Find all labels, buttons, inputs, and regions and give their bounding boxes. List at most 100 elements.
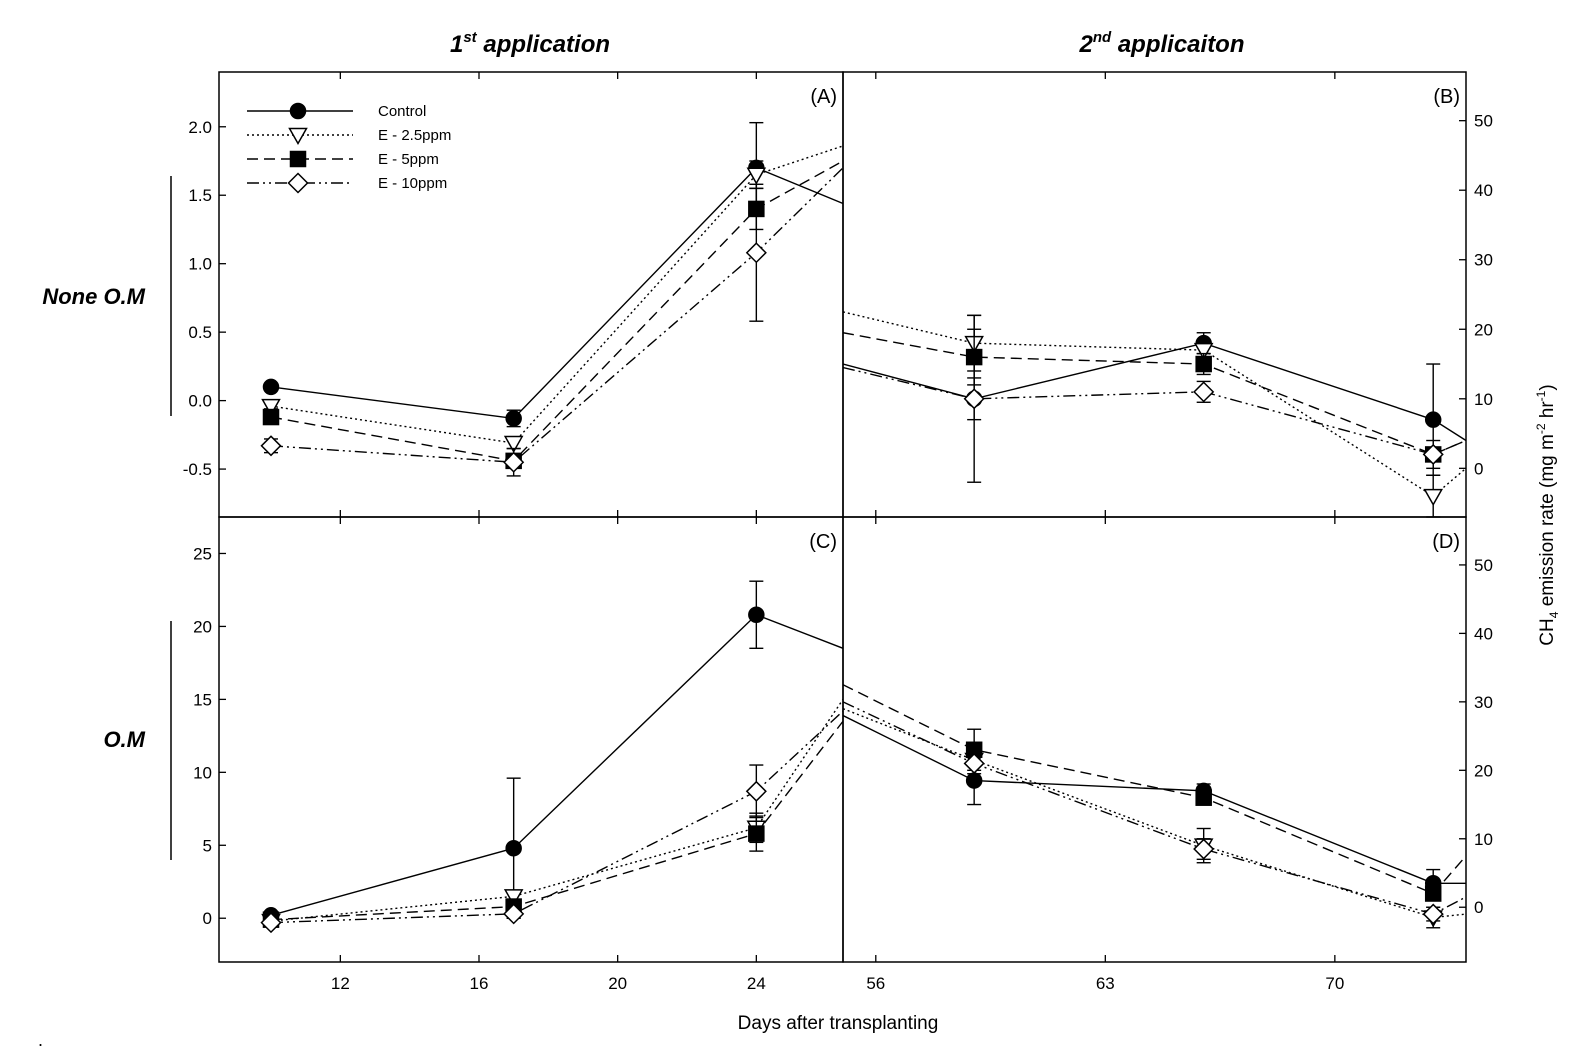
y-tick-label: 10 xyxy=(1474,830,1493,849)
stray-mark: . xyxy=(38,1030,43,1050)
data-point-e-5ppm xyxy=(262,408,280,426)
data-point-e-5ppm xyxy=(965,348,983,366)
series-line-e-10ppm xyxy=(843,366,1466,456)
legend-marker xyxy=(289,150,307,168)
series-line-e-10ppm xyxy=(843,701,1466,915)
y-tick-label: 15 xyxy=(193,690,212,709)
x-axis-title: Days after transplanting xyxy=(738,1013,939,1034)
series-line-e-2-5ppm xyxy=(270,145,843,444)
y-tick-label: 40 xyxy=(1474,624,1493,643)
data-point-e-5ppm xyxy=(748,825,765,842)
data-point-control xyxy=(505,839,522,857)
y-tick-label: 2.0 xyxy=(188,118,212,137)
data-point-e-2-5ppm xyxy=(1193,342,1214,361)
x-tick-label: 20 xyxy=(608,974,627,993)
panel-a: (A) -0.5 0.0 0.5 1.0 1.5 2.0 xyxy=(183,71,844,518)
panel-frame-d xyxy=(842,516,1467,963)
legend: Control E - 2.5ppm E - 5ppm E - 10ppm xyxy=(247,102,451,194)
x-tick-label: 63 xyxy=(1096,974,1115,993)
y-tick-label: 0.0 xyxy=(188,392,212,411)
data-point-control xyxy=(748,606,765,624)
legend-entry: E - 10ppm xyxy=(247,172,447,194)
x-tick-label: 70 xyxy=(1325,974,1344,993)
data-point-control xyxy=(1424,411,1442,428)
data-point-e-5ppm xyxy=(1195,789,1212,806)
y-tick-label: 30 xyxy=(1474,251,1493,270)
legend-entry: Control xyxy=(247,102,426,120)
panel-b: (B) 0 10 20 30 40 50 xyxy=(842,71,1493,518)
legend-label: Control xyxy=(378,103,426,120)
y-axis-title-right: CH4 emission rate (mg m-2 hr-1) xyxy=(1534,384,1561,645)
legend-marker xyxy=(288,127,308,146)
data-point-e-2-5ppm xyxy=(503,889,524,907)
y-tick-label: 25 xyxy=(193,544,212,563)
legend-label: E - 10ppm xyxy=(378,175,447,192)
y-tick-label: 0 xyxy=(1474,459,1483,478)
panel-label-a: (A) xyxy=(810,86,837,108)
y-tick-label: 1.5 xyxy=(188,186,212,205)
data-point-e-10ppm xyxy=(745,780,767,802)
data-point-e-5ppm xyxy=(1195,355,1212,373)
series-line-e-2-5ppm xyxy=(843,311,1466,498)
panel-frame-c xyxy=(218,516,844,963)
legend-label: E - 2.5ppm xyxy=(378,127,451,144)
data-point-e-10ppm xyxy=(1193,381,1215,403)
x-tick-label: 56 xyxy=(866,974,885,993)
plot-layer: (A)-0.50.00.51.01.52.0(B)01020304050(C)0… xyxy=(183,71,1493,993)
legend-entry: E - 5ppm xyxy=(247,150,439,168)
data-point-e-10ppm xyxy=(963,752,985,775)
data-point-e-10ppm xyxy=(745,242,767,264)
data-point-e-2-5ppm xyxy=(261,398,281,417)
panel-d: (D) 0 10 20 30 40 50 56 63 70 xyxy=(842,516,1493,993)
y-tick-label: 50 xyxy=(1474,112,1493,131)
panel-c: (C) 0 5 10 15 20 25 12 16 20 24 xyxy=(193,516,844,993)
x-tick-label: 12 xyxy=(331,974,350,993)
legend-marker xyxy=(289,102,307,120)
series-line-e-2-5ppm xyxy=(843,708,1466,919)
y-tick-label: -0.5 xyxy=(183,460,212,479)
legend-label: E - 5ppm xyxy=(378,151,439,168)
panel-frame-a xyxy=(218,71,844,518)
y-tick-label: 30 xyxy=(1474,693,1493,712)
series-line-e-5ppm xyxy=(270,160,843,462)
series-line-control xyxy=(843,342,1466,442)
data-point-e-2-5ppm xyxy=(503,435,524,454)
y-tick-label: 5 xyxy=(203,836,212,855)
data-point-e-10ppm xyxy=(503,903,525,925)
legend-marker xyxy=(287,172,309,194)
data-point-e-2-5ppm xyxy=(1423,488,1443,507)
y-tick-label: 0.5 xyxy=(188,323,212,342)
data-point-e-10ppm xyxy=(503,451,525,473)
y-tick-label: 10 xyxy=(1474,390,1493,409)
title-second-application: 2nd applicaiton xyxy=(1078,29,1244,58)
y-tick-label: 40 xyxy=(1474,181,1493,200)
data-point-control xyxy=(505,410,522,427)
data-point-e-5ppm xyxy=(1424,885,1442,902)
row-label-none-om: None O.M xyxy=(42,284,145,309)
data-point-e-10ppm xyxy=(260,435,282,457)
data-point-e-10ppm xyxy=(1422,443,1444,465)
series-line-e-10ppm xyxy=(270,710,843,924)
y-tick-label: 0 xyxy=(203,909,212,928)
series-line-e-5ppm xyxy=(270,720,843,921)
data-point-e-10ppm xyxy=(260,912,282,934)
data-point-e-10ppm xyxy=(1193,838,1215,860)
series-line-control xyxy=(270,613,843,916)
title-first-application: 1st application xyxy=(450,29,610,58)
panel-label-d: (D) xyxy=(1432,531,1460,553)
y-tick-label: 20 xyxy=(1474,761,1493,780)
y-tick-label: 0 xyxy=(1474,898,1483,917)
y-tick-label: 20 xyxy=(1474,320,1493,339)
legend-entry: E - 2.5ppm xyxy=(247,127,451,146)
series-line-control xyxy=(270,167,843,420)
x-tick-label: 16 xyxy=(470,974,489,993)
data-point-control xyxy=(262,378,280,396)
series-line-e-2-5ppm xyxy=(270,698,843,922)
panel-label-c: (C) xyxy=(809,531,837,553)
y-tick-label: 10 xyxy=(193,763,212,782)
x-tick-label: 24 xyxy=(747,974,766,993)
y-tick-label: 50 xyxy=(1474,556,1493,575)
data-point-e-10ppm xyxy=(963,388,985,410)
series-line-control xyxy=(843,714,1466,884)
